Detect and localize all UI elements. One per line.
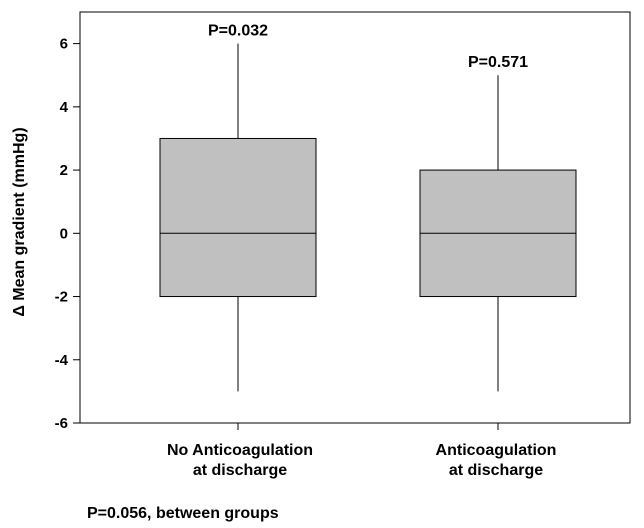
p-value-annotation: P=0.032 <box>208 23 268 40</box>
axes: -6 -4 -2 0 2 4 6 <box>55 11 631 432</box>
y-tick-label: 4 <box>60 99 69 116</box>
box-1: P=0.032 No Anticoagulation at discharge <box>159 23 317 479</box>
y-tick-label: 6 <box>60 36 68 53</box>
x-category-label: at discharge <box>193 462 287 479</box>
y-axis-label: Δ Mean gradient (mmHg) <box>11 127 28 316</box>
x-category-label: at discharge <box>449 462 543 479</box>
iqr-box <box>159 137 317 298</box>
plot-frame <box>79 11 631 424</box>
y-tick-label: 2 <box>60 162 68 179</box>
p-value-annotation: P=0.571 <box>468 54 528 71</box>
y-tick-label: -6 <box>55 415 68 432</box>
x-category-label: No Anticoagulation <box>167 442 313 459</box>
y-tick-label: 0 <box>60 225 68 242</box>
y-tick-label: -2 <box>55 289 68 306</box>
between-groups-p-value: P=0.056, between groups <box>87 505 279 522</box>
y-tick-label: -4 <box>55 352 69 369</box>
box-2: P=0.571 Anticoagulation at discharge <box>419 54 577 479</box>
x-category-label: Anticoagulation <box>436 442 557 459</box>
